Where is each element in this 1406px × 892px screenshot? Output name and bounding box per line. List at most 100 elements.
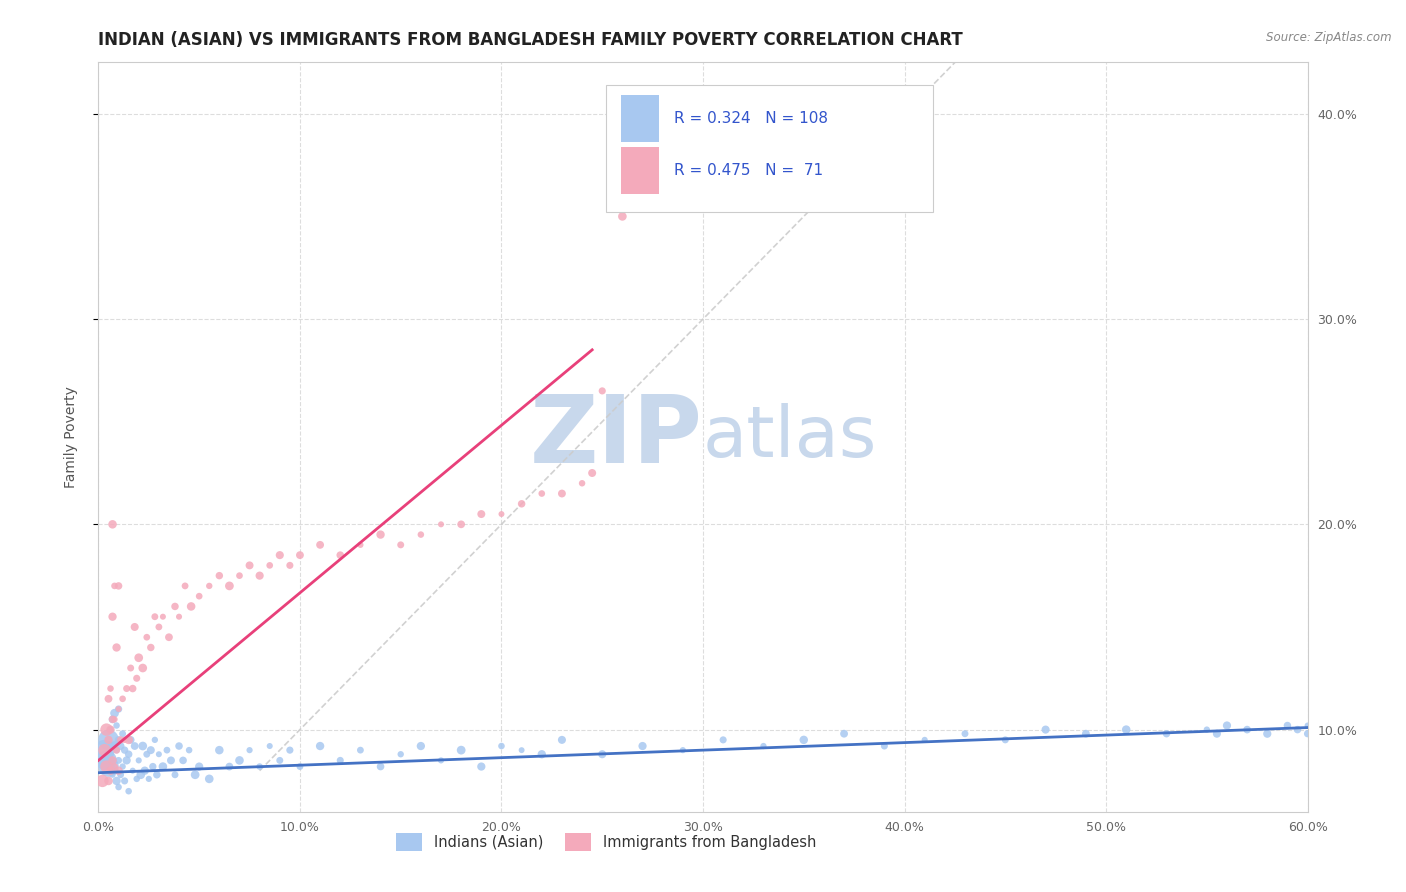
Point	[752, 739, 775, 753]
Point	[249, 568, 271, 582]
Point	[143, 609, 166, 624]
Point	[218, 579, 240, 593]
Point	[110, 768, 132, 782]
Point	[115, 753, 138, 767]
Point	[239, 743, 262, 757]
Point	[259, 739, 281, 753]
Point	[530, 747, 553, 762]
Point	[409, 739, 432, 753]
Point	[239, 558, 262, 573]
Point	[118, 784, 141, 798]
Point	[288, 759, 311, 773]
Point	[100, 723, 122, 737]
Point	[125, 671, 148, 685]
Point	[111, 727, 134, 741]
Point	[167, 739, 190, 753]
Point	[96, 753, 118, 767]
Point	[188, 589, 211, 603]
FancyBboxPatch shape	[621, 147, 659, 194]
Point	[329, 548, 352, 562]
Point	[115, 681, 138, 696]
Point	[172, 753, 194, 767]
FancyBboxPatch shape	[621, 95, 659, 142]
Point	[1195, 723, 1218, 737]
Point	[180, 599, 202, 614]
Point	[143, 732, 166, 747]
Point	[430, 753, 453, 767]
Point	[208, 743, 231, 757]
Point	[409, 527, 432, 541]
Point	[1286, 723, 1309, 737]
Point	[551, 486, 574, 500]
Point	[581, 466, 603, 480]
Point	[184, 768, 207, 782]
Text: R = 0.324   N = 108: R = 0.324 N = 108	[673, 112, 828, 126]
Point	[135, 630, 157, 644]
Point	[97, 691, 120, 706]
Point	[174, 579, 197, 593]
Text: Source: ZipAtlas.com: Source: ZipAtlas.com	[1267, 31, 1392, 45]
Y-axis label: Family Poverty: Family Poverty	[63, 386, 77, 488]
Point	[107, 579, 129, 593]
Point	[510, 497, 533, 511]
Point	[101, 712, 124, 726]
Point	[114, 732, 136, 747]
Point	[103, 737, 125, 751]
Text: ZIP: ZIP	[530, 391, 703, 483]
Point	[101, 712, 124, 726]
Point	[1316, 768, 1339, 782]
Point	[124, 620, 146, 634]
Point	[430, 517, 453, 532]
Text: INDIAN (ASIAN) VS IMMIGRANTS FROM BANGLADESH FAMILY POVERTY CORRELATION CHART: INDIAN (ASIAN) VS IMMIGRANTS FROM BANGLA…	[98, 31, 963, 49]
Point	[128, 650, 150, 665]
Point	[278, 558, 301, 573]
Point	[1367, 723, 1389, 737]
Point	[107, 702, 129, 716]
Point	[228, 753, 250, 767]
Point	[470, 507, 492, 521]
Point	[105, 773, 128, 788]
Point	[167, 609, 190, 624]
Point	[1156, 727, 1178, 741]
Point	[349, 743, 371, 757]
Point	[97, 732, 120, 747]
Point	[1357, 727, 1379, 741]
Point	[103, 759, 125, 773]
Point	[152, 759, 174, 773]
Point	[309, 538, 332, 552]
Point	[571, 476, 593, 491]
Point	[470, 759, 492, 773]
FancyBboxPatch shape	[606, 85, 932, 212]
Point	[179, 743, 201, 757]
Point	[249, 759, 271, 773]
Point	[118, 747, 141, 762]
Point	[1376, 727, 1399, 741]
Point	[491, 739, 513, 753]
Point	[198, 579, 221, 593]
Point	[591, 747, 613, 762]
Point	[132, 661, 155, 675]
Point	[110, 732, 132, 747]
Point	[349, 538, 371, 552]
Point	[450, 517, 472, 532]
Point	[1347, 723, 1369, 737]
Point	[491, 507, 513, 521]
Point	[120, 661, 142, 675]
Point	[188, 759, 211, 773]
Point	[1277, 718, 1299, 732]
Point	[96, 723, 118, 737]
Point	[208, 568, 231, 582]
Point	[121, 681, 143, 696]
Point	[118, 732, 141, 747]
Point	[138, 772, 160, 786]
Point	[389, 538, 412, 552]
Point	[1256, 727, 1278, 741]
Point	[370, 527, 392, 541]
Point	[163, 768, 186, 782]
Point	[1337, 727, 1360, 741]
Point	[994, 732, 1017, 747]
Point	[125, 772, 148, 786]
Point	[103, 579, 125, 593]
Point	[97, 732, 120, 747]
Point	[278, 743, 301, 757]
